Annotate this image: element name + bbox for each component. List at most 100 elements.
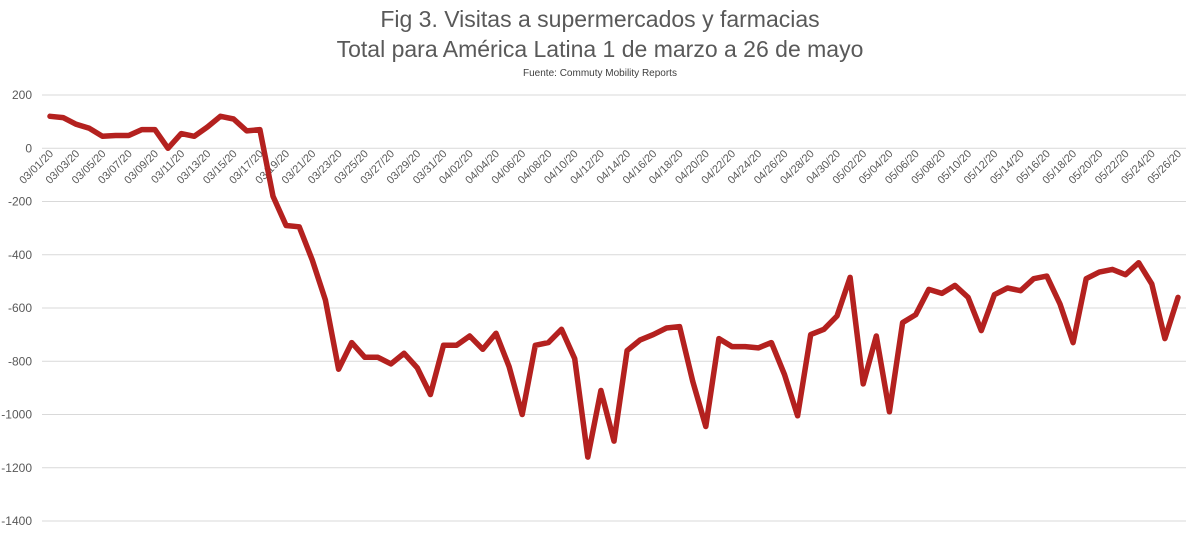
data-point bbox=[533, 343, 538, 348]
data-point bbox=[48, 114, 53, 119]
data-point bbox=[192, 134, 197, 139]
data-point bbox=[953, 283, 958, 288]
data-point bbox=[546, 340, 551, 345]
data-point bbox=[585, 455, 590, 460]
data-point bbox=[166, 146, 171, 151]
data-point bbox=[231, 116, 236, 121]
data-point bbox=[756, 345, 761, 350]
series-line bbox=[47, 113, 1181, 460]
y-tick-label: -800 bbox=[8, 354, 32, 368]
data-point bbox=[1018, 288, 1023, 293]
data-point bbox=[205, 124, 210, 129]
data-point bbox=[808, 332, 813, 337]
data-point bbox=[139, 127, 144, 132]
data-point bbox=[428, 392, 433, 397]
data-point bbox=[598, 388, 603, 393]
data-point bbox=[1162, 336, 1167, 341]
data-point bbox=[126, 133, 131, 138]
chart-subtitle: Total para América Latina 1 de marzo a 2… bbox=[336, 36, 864, 62]
y-tick-label: -1400 bbox=[1, 514, 32, 528]
data-point bbox=[861, 381, 866, 386]
data-point bbox=[913, 312, 918, 317]
data-point bbox=[1044, 274, 1049, 279]
chart-title: Fig 3. Visitas a supermercados y farmaci… bbox=[380, 6, 820, 32]
data-point bbox=[520, 412, 525, 417]
data-point bbox=[690, 379, 695, 384]
data-point bbox=[677, 324, 682, 329]
data-point bbox=[323, 298, 328, 303]
data-point bbox=[769, 340, 774, 345]
chart-source: Fuente: Commuty Mobility Reports bbox=[523, 68, 677, 79]
data-point bbox=[375, 355, 380, 360]
data-point bbox=[349, 340, 354, 345]
data-point bbox=[284, 223, 289, 228]
data-point bbox=[1149, 282, 1154, 287]
data-point bbox=[834, 313, 839, 318]
data-point bbox=[821, 327, 826, 332]
y-tick-label: -400 bbox=[8, 248, 32, 262]
data-point bbox=[179, 131, 184, 136]
data-point bbox=[992, 292, 997, 297]
data-point bbox=[1071, 340, 1076, 345]
data-point bbox=[874, 333, 879, 338]
data-point bbox=[402, 351, 407, 356]
data-point bbox=[244, 128, 249, 133]
data-point bbox=[703, 424, 708, 429]
data-point bbox=[625, 348, 630, 353]
data-point bbox=[74, 122, 79, 127]
data-point bbox=[572, 356, 577, 361]
data-point bbox=[336, 367, 341, 372]
data-point bbox=[441, 343, 446, 348]
data-point bbox=[730, 344, 735, 349]
data-point bbox=[651, 332, 656, 337]
data-point bbox=[100, 134, 105, 139]
data-point bbox=[507, 364, 512, 369]
data-point bbox=[297, 224, 302, 229]
data-point bbox=[1057, 302, 1062, 307]
data-point bbox=[939, 291, 944, 296]
data-point bbox=[310, 258, 315, 263]
data-point bbox=[743, 344, 748, 349]
data-point bbox=[782, 372, 787, 377]
data-point bbox=[467, 333, 472, 338]
data-point bbox=[979, 328, 984, 333]
data-point bbox=[362, 355, 367, 360]
data-point bbox=[1097, 270, 1102, 275]
data-point bbox=[389, 361, 394, 366]
data-point bbox=[61, 115, 66, 120]
y-tick-label: 0 bbox=[25, 141, 32, 155]
data-point bbox=[257, 127, 262, 132]
data-point bbox=[493, 331, 498, 336]
data-point bbox=[887, 409, 892, 414]
y-tick-label: -200 bbox=[8, 195, 32, 209]
data-point bbox=[152, 127, 157, 132]
data-point bbox=[87, 126, 92, 131]
data-point bbox=[1123, 272, 1128, 277]
data-point bbox=[926, 287, 931, 292]
data-point bbox=[848, 275, 853, 280]
data-point bbox=[638, 337, 643, 342]
data-point bbox=[716, 336, 721, 341]
data-point bbox=[415, 365, 420, 370]
data-point bbox=[1084, 276, 1089, 281]
data-point bbox=[480, 347, 485, 352]
data-point bbox=[966, 295, 971, 300]
y-tick-label: -1200 bbox=[1, 461, 32, 475]
y-tick-label: -1000 bbox=[1, 408, 32, 422]
data-point bbox=[559, 327, 564, 332]
y-tick-label: -600 bbox=[8, 301, 32, 315]
y-tick-label: 200 bbox=[12, 88, 32, 102]
data-point bbox=[1031, 276, 1036, 281]
data-point bbox=[1176, 295, 1181, 300]
data-point bbox=[454, 343, 459, 348]
data-point bbox=[1110, 267, 1115, 272]
data-point bbox=[900, 320, 905, 325]
data-point bbox=[795, 413, 800, 418]
data-point bbox=[270, 194, 275, 199]
data-point bbox=[612, 439, 617, 444]
data-point bbox=[1136, 260, 1141, 265]
data-point bbox=[1005, 286, 1010, 291]
data-point bbox=[113, 133, 118, 138]
